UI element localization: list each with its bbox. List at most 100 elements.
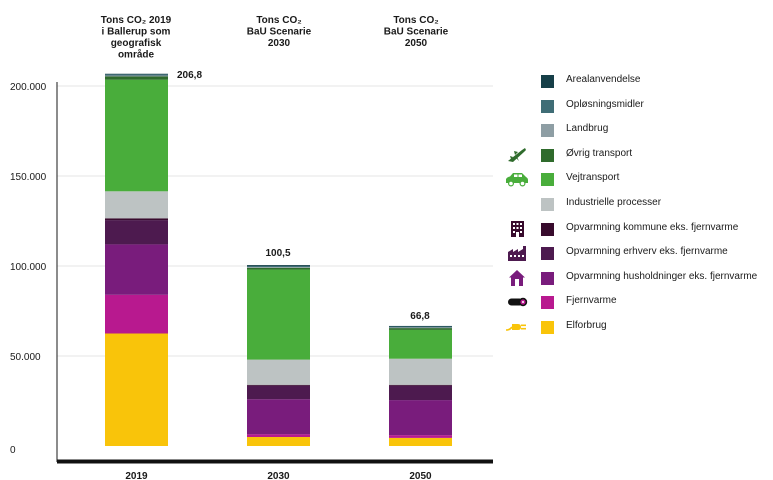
- legend-swatch: [541, 296, 554, 310]
- bar-segment: [389, 328, 452, 330]
- column-header-line: Tons CO₂: [393, 15, 438, 26]
- legend-label: Opvarmning erhverv eks. fjernvarme: [566, 246, 728, 258]
- bar-segment: [105, 79, 168, 192]
- legend-item: Landbrug: [505, 120, 773, 140]
- legend-label: Øvrig transport: [566, 147, 633, 159]
- bar-stack-2030: [247, 265, 310, 446]
- column-header-line: i Ballerup som: [102, 27, 171, 38]
- car-icon: [505, 170, 529, 188]
- legend-label: Elforbrug: [566, 320, 607, 331]
- legend-item: Opvarmning kommune eks. fjernvarme: [505, 219, 773, 239]
- column-header-line: BaU Scenarie: [384, 27, 449, 38]
- column-header-line: Tons CO₂ 2019: [101, 15, 172, 26]
- y-axis-ticks: 0 50.000 100.000 150.000 200.000: [10, 82, 47, 456]
- bar-segment: [389, 384, 452, 386]
- legend-item: Opvarmning erhverv eks. fjernvarme: [505, 243, 773, 263]
- building-icon: [505, 220, 529, 238]
- bar-segment: [105, 294, 168, 334]
- bar-segment: [105, 218, 168, 221]
- bar-segment: [389, 358, 452, 385]
- x-tick-label: 2030: [267, 471, 290, 480]
- bar-segment: [247, 399, 310, 435]
- bar-segment: [105, 74, 168, 76]
- legend-label: Fjernvarme: [566, 295, 617, 307]
- bar-segment: [105, 244, 168, 295]
- bar-segment: [247, 269, 310, 360]
- legend-swatch: [541, 198, 554, 211]
- legend-label: Opløsningsmidler: [566, 98, 644, 110]
- y-tick-label: 100.000: [10, 262, 47, 273]
- bar-segment: [389, 385, 452, 401]
- y-tick-label: 0: [10, 445, 16, 456]
- bar-stack-2019: [105, 73, 168, 446]
- bar-segment: [247, 384, 310, 386]
- total-label: 100,5: [265, 248, 290, 259]
- bar-segment: [389, 325, 452, 327]
- x-tick-label: 2050: [409, 471, 432, 480]
- bar-segment: [389, 327, 452, 329]
- legend-swatch: [541, 247, 554, 261]
- total-labels: 206,8 100,5 66,8: [177, 70, 430, 322]
- bar-segment: [247, 385, 310, 400]
- bar-segment: [389, 326, 452, 328]
- total-label: 206,8: [177, 70, 202, 81]
- column-header-line: Tons CO₂: [256, 15, 301, 26]
- y-tick-label: 50.000: [10, 352, 41, 363]
- legend-swatch: [541, 271, 554, 285]
- bar-segment: [389, 329, 452, 359]
- bar-segment: [105, 333, 168, 446]
- y-tick-label: 200.000: [10, 82, 47, 93]
- column-header-line: område: [118, 49, 155, 61]
- legend-item: Vejtransport: [505, 169, 773, 189]
- column-header-line: BaU Scenarie: [247, 27, 312, 38]
- x-axis-ticks: 2019 2030 2050: [125, 471, 432, 480]
- legend-swatch: [541, 222, 554, 236]
- column-header-line: 2030: [268, 38, 291, 49]
- legend-item: Industrielle processer: [505, 194, 773, 214]
- bar-segment: [247, 266, 310, 268]
- bar-segment: [105, 73, 168, 75]
- legend-swatch: [541, 173, 554, 187]
- legend-swatch: [541, 124, 554, 138]
- bar-segment: [105, 191, 168, 219]
- legend-label: Opvarmning husholdninger eks. fjernvarme: [566, 270, 758, 282]
- bar-segment: [247, 359, 310, 385]
- legend-label: Vejtransport: [566, 172, 620, 184]
- plug-icon: [505, 318, 529, 336]
- legend-label: Landbrug: [566, 123, 609, 135]
- bar-segment: [247, 434, 310, 437]
- bars: [105, 73, 452, 446]
- plane-icon: [505, 146, 529, 164]
- legend-label: Industrielle processer: [566, 197, 662, 208]
- legend-item: Opvarmning husholdninger eks. fjernvarme: [505, 268, 773, 288]
- bar-segment: [389, 400, 452, 436]
- bar-segment: [389, 437, 452, 446]
- legend-item: Arealanvendelse: [505, 71, 773, 91]
- legend-item: Elforbrug: [505, 317, 773, 337]
- bar-segment: [389, 435, 452, 438]
- bar-segment: [247, 267, 310, 268]
- x-tick-label: 2019: [125, 471, 148, 480]
- legend-item: Fjernvarme: [505, 292, 773, 312]
- legend-label: Arealanvendelse: [566, 74, 641, 85]
- legend-swatch: [541, 321, 554, 334]
- bar-segment: [105, 75, 168, 77]
- bar-segment: [247, 267, 310, 270]
- legend-item: Øvrig transport: [505, 145, 773, 165]
- legend-item: Opløsningsmidler: [505, 96, 773, 116]
- pipe-icon: [505, 293, 529, 311]
- legend-swatch: [541, 75, 554, 88]
- house-icon: [505, 269, 529, 287]
- column-header-line: 2050: [405, 38, 428, 49]
- bar-segment: [247, 265, 310, 266]
- total-label: 66,8: [410, 311, 430, 322]
- legend-swatch: [541, 148, 554, 162]
- y-tick-label: 150.000: [10, 172, 47, 183]
- legend-label: Opvarmning kommune eks. fjernvarme: [566, 221, 739, 233]
- bar-stack-2050: [389, 325, 452, 446]
- factory-icon: [505, 244, 529, 262]
- bar-segment: [247, 437, 310, 446]
- bar-segment: [105, 220, 168, 245]
